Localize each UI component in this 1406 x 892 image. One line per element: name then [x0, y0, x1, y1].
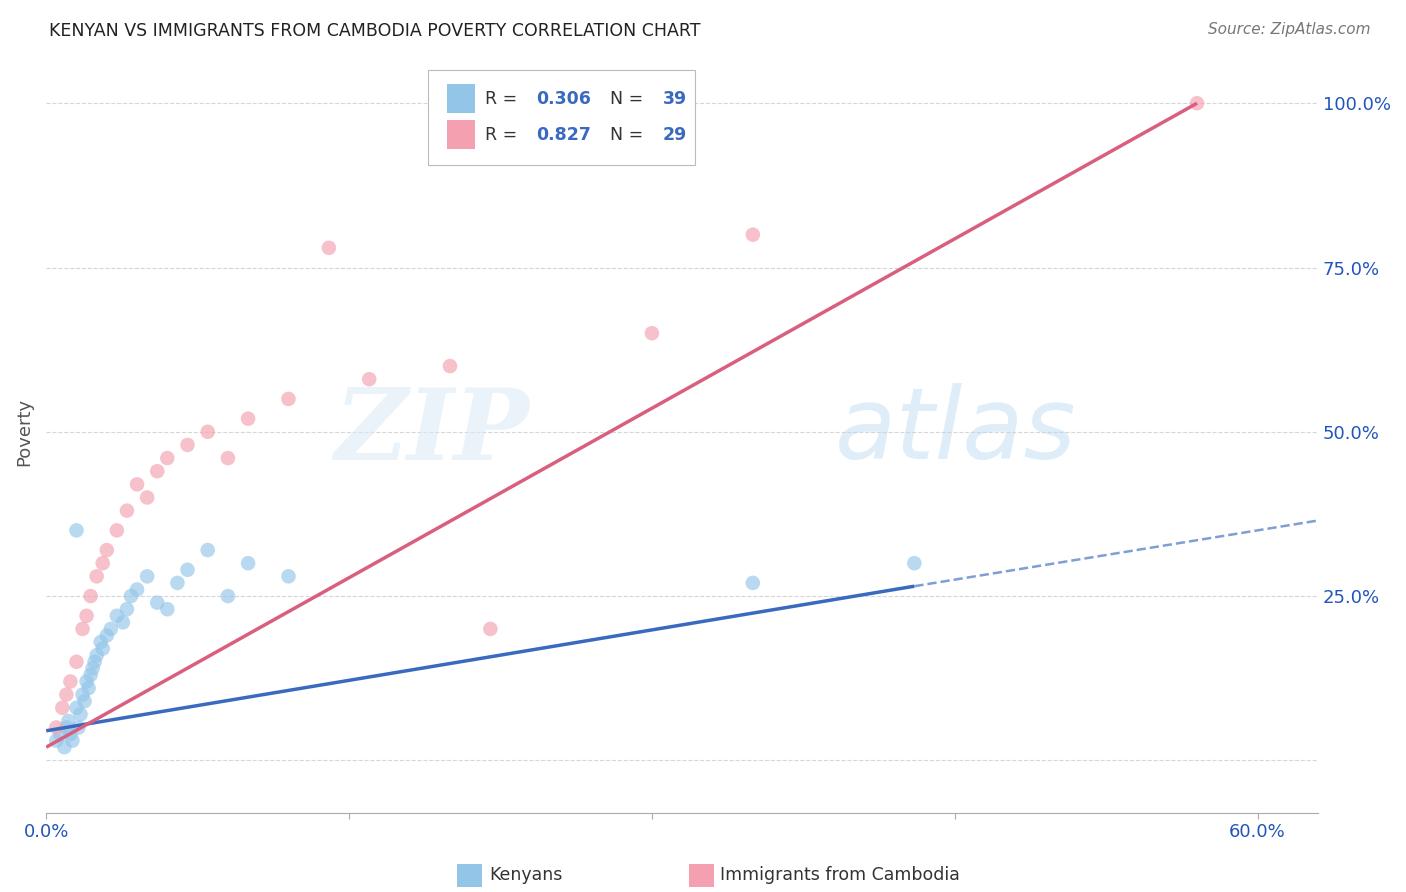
- Bar: [447, 120, 475, 149]
- Point: [55, 721, 77, 735]
- Point: [741, 227, 763, 242]
- Point: [79, 589, 101, 603]
- Point: [115, 503, 138, 517]
- Point: [79, 668, 101, 682]
- Text: 39: 39: [664, 90, 688, 108]
- Point: [741, 576, 763, 591]
- Point: [277, 392, 299, 406]
- Text: Immigrants from Cambodia: Immigrants from Cambodia: [720, 866, 960, 884]
- Point: [51, 700, 73, 714]
- Point: [65, 700, 87, 714]
- Text: Source: ZipAtlas.com: Source: ZipAtlas.com: [1208, 22, 1371, 37]
- Point: [45, 733, 67, 747]
- Point: [318, 241, 340, 255]
- Point: [96, 543, 118, 558]
- Point: [217, 451, 239, 466]
- Point: [136, 569, 159, 583]
- Point: [59, 727, 82, 741]
- Text: N =: N =: [599, 126, 650, 144]
- Point: [146, 596, 169, 610]
- Point: [86, 569, 108, 583]
- Point: [86, 648, 108, 663]
- Point: [903, 556, 925, 570]
- Point: [65, 524, 87, 538]
- Point: [96, 628, 118, 642]
- Point: [197, 425, 219, 439]
- Point: [105, 524, 128, 538]
- Point: [82, 661, 104, 675]
- Point: [115, 602, 138, 616]
- Text: 0.306: 0.306: [536, 90, 591, 108]
- Point: [72, 622, 94, 636]
- Text: atlas: atlas: [835, 384, 1077, 480]
- Text: ZIP: ZIP: [335, 384, 530, 480]
- Point: [236, 556, 259, 570]
- Point: [90, 635, 112, 649]
- Point: [479, 622, 502, 636]
- FancyBboxPatch shape: [427, 70, 695, 165]
- Point: [146, 464, 169, 478]
- Text: 0.827: 0.827: [536, 126, 591, 144]
- Point: [67, 721, 90, 735]
- Point: [156, 451, 179, 466]
- Point: [100, 622, 122, 636]
- Text: R =: R =: [485, 90, 523, 108]
- Text: Kenyans: Kenyans: [489, 866, 562, 884]
- Point: [156, 602, 179, 616]
- Bar: [447, 84, 475, 113]
- Point: [120, 589, 142, 603]
- Point: [105, 608, 128, 623]
- Text: R =: R =: [485, 126, 523, 144]
- Text: 29: 29: [664, 126, 688, 144]
- Point: [91, 641, 114, 656]
- Point: [49, 727, 72, 741]
- Point: [77, 681, 100, 695]
- Point: [45, 721, 67, 735]
- Point: [58, 714, 80, 728]
- Point: [72, 688, 94, 702]
- Point: [76, 674, 98, 689]
- Point: [69, 707, 91, 722]
- Point: [111, 615, 134, 630]
- Point: [176, 438, 198, 452]
- Point: [125, 582, 148, 597]
- Text: KENYAN VS IMMIGRANTS FROM CAMBODIA POVERTY CORRELATION CHART: KENYAN VS IMMIGRANTS FROM CAMBODIA POVER…: [49, 22, 700, 40]
- Point: [641, 326, 664, 341]
- Point: [91, 556, 114, 570]
- Point: [125, 477, 148, 491]
- Point: [53, 740, 76, 755]
- Point: [65, 655, 87, 669]
- Point: [217, 589, 239, 603]
- Point: [197, 543, 219, 558]
- Point: [359, 372, 381, 386]
- Point: [62, 733, 84, 747]
- Point: [166, 576, 188, 591]
- Point: [439, 359, 461, 373]
- Y-axis label: Poverty: Poverty: [15, 398, 32, 466]
- Point: [83, 655, 105, 669]
- Point: [59, 674, 82, 689]
- Point: [76, 608, 98, 623]
- Point: [236, 411, 259, 425]
- Point: [73, 694, 96, 708]
- Point: [55, 688, 77, 702]
- Text: N =: N =: [599, 90, 650, 108]
- Point: [176, 563, 198, 577]
- Point: [1185, 96, 1208, 111]
- Point: [277, 569, 299, 583]
- Point: [136, 491, 159, 505]
